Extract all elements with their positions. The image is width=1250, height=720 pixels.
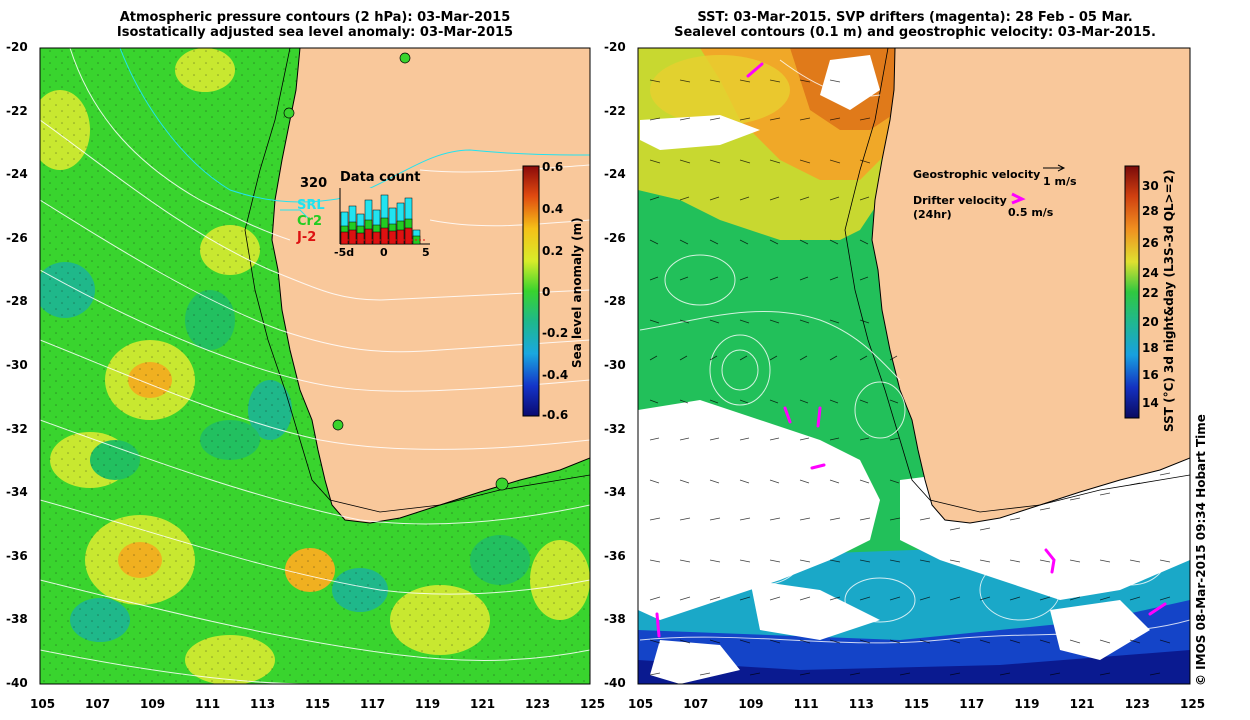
lat-tick-label: -28 bbox=[604, 294, 626, 309]
sla-tick-7: -0.6 bbox=[542, 408, 569, 422]
lon-tick-label: 121 bbox=[470, 697, 496, 711]
lat-tick-label: -26 bbox=[604, 230, 626, 245]
legend-cr2: Cr2 bbox=[297, 214, 322, 229]
lat-tick-label: -28 bbox=[6, 294, 28, 309]
sst-tick-8: 16 bbox=[1142, 368, 1159, 382]
lon-tick-label: 111 bbox=[793, 697, 819, 711]
sst-tick-5: 22 bbox=[1142, 286, 1159, 300]
lon-tick-label: 119 bbox=[415, 697, 441, 711]
lon-tick-label: 117 bbox=[959, 697, 985, 711]
inset-title: Data count bbox=[340, 170, 421, 185]
sst-tick-3: 26 bbox=[1142, 236, 1159, 250]
lon-tick-label: 121 bbox=[1069, 697, 1095, 711]
sst-tick-2: 28 bbox=[1142, 204, 1159, 218]
lat-tick-label: -24 bbox=[604, 167, 626, 182]
lon-tick-label: 119 bbox=[1014, 697, 1040, 711]
sea-level-map bbox=[40, 48, 590, 684]
lon-tick-label: 115 bbox=[305, 697, 331, 711]
sla-tick-6: -0.4 bbox=[542, 368, 569, 382]
sst-tick-9: 14 bbox=[1142, 396, 1159, 410]
lat-tick-label: -30 bbox=[6, 358, 28, 372]
lon-tick-label: 113 bbox=[250, 697, 276, 711]
sst-tick-1: 30 bbox=[1142, 179, 1159, 193]
drifter-velocity-sublabel: (24hr) bbox=[913, 208, 952, 221]
legend-srl: SRL bbox=[297, 198, 325, 213]
inset-xtick-zero: 0 bbox=[380, 246, 388, 259]
sst-tick-7: 18 bbox=[1142, 341, 1159, 355]
lat-tick-label: -24 bbox=[6, 167, 28, 182]
sla-tick-2: 0.4 bbox=[542, 202, 564, 216]
drifter-scale-arrow bbox=[1011, 192, 1026, 205]
lon-tick-label: 105 bbox=[628, 697, 654, 711]
drifter-scale-label: 0.5 m/s bbox=[1008, 206, 1054, 219]
lat-tick-label: -32 bbox=[604, 421, 626, 436]
lon-tick-label: 125 bbox=[1180, 697, 1206, 711]
lat-tick-label: -22 bbox=[604, 103, 626, 118]
lat-tick-label: -26 bbox=[6, 230, 28, 245]
sst-colorbar-label: SST (°C) 3d night&day (L3S-3d QL>=2) bbox=[1162, 169, 1176, 433]
lon-tick-label: 111 bbox=[195, 697, 221, 711]
lon-tick-label: 109 bbox=[140, 697, 166, 711]
sla-colorbar bbox=[522, 165, 540, 417]
sla-tick-5: -0.2 bbox=[542, 326, 569, 340]
sla-tick-1: 0.6 bbox=[542, 160, 564, 174]
lon-tick-label: 113 bbox=[848, 697, 874, 711]
lon-tick-label: 123 bbox=[525, 697, 551, 711]
geostrophic-scale-label: 1 m/s bbox=[1043, 175, 1077, 188]
left-title-line1: Atmospheric pressure contours (2 hPa): 0… bbox=[119, 10, 511, 25]
lat-tick-label: -20 bbox=[604, 40, 626, 54]
lon-tick-label: 107 bbox=[683, 697, 709, 711]
sla-colorbar-label: Sea level anomaly (m) bbox=[570, 217, 584, 368]
lat-tick-label: -34 bbox=[6, 485, 28, 500]
sst-tick-6: 20 bbox=[1142, 315, 1159, 329]
lat-tick-label: -20 bbox=[6, 40, 28, 54]
inset-max-label: 320 bbox=[300, 176, 328, 191]
inset-xtick-neg: -5d bbox=[334, 246, 355, 259]
sla-tick-4: 0 bbox=[542, 285, 551, 299]
lon-tick-label: 117 bbox=[360, 697, 386, 711]
left-title-line2: Isostatically adjusted sea level anomaly… bbox=[116, 25, 514, 40]
geostrophic-velocity-label: Geostrophic velocity bbox=[913, 168, 1041, 181]
data-count-histogram bbox=[339, 188, 430, 245]
inset-xtick-pos: 5 bbox=[422, 246, 430, 259]
drifter-velocity-label: Drifter velocity bbox=[913, 194, 1007, 207]
lat-tick-label: -40 bbox=[6, 676, 28, 690]
lon-tick-label: 123 bbox=[1124, 697, 1150, 711]
sla-tick-3: 0.2 bbox=[542, 244, 564, 258]
sst-tick-4: 24 bbox=[1142, 266, 1159, 280]
lon-tick-label: 105 bbox=[30, 697, 56, 711]
right-title-line1: SST: 03-Mar-2015. SVP drifters (magenta)… bbox=[697, 10, 1133, 25]
right-title-line2: Sealevel contours (0.1 m) and geostrophi… bbox=[674, 25, 1156, 40]
lat-tick-label: -38 bbox=[6, 612, 28, 627]
lat-tick-label: -22 bbox=[6, 103, 28, 118]
lat-tick-label: -34 bbox=[604, 485, 626, 500]
lon-tick-label: 109 bbox=[738, 697, 764, 711]
legend-j2: J-2 bbox=[297, 230, 317, 245]
lat-tick-label: -36 bbox=[604, 548, 626, 563]
sst-map bbox=[638, 48, 1190, 684]
lat-tick-label: -36 bbox=[6, 548, 28, 563]
lat-tick-label: -40 bbox=[604, 676, 626, 690]
lat-tick-label: -32 bbox=[6, 421, 28, 436]
credit-text: © IMOS 08-Mar-2015 09:34 Hobart Time bbox=[1194, 414, 1208, 686]
sst-colorbar bbox=[1124, 165, 1140, 419]
lat-tick-label: -30 bbox=[604, 358, 626, 372]
lon-tick-label: 107 bbox=[85, 697, 111, 711]
lon-tick-label: 125 bbox=[580, 697, 606, 711]
lat-tick-label: -38 bbox=[604, 612, 626, 627]
lon-tick-label: 115 bbox=[904, 697, 930, 711]
